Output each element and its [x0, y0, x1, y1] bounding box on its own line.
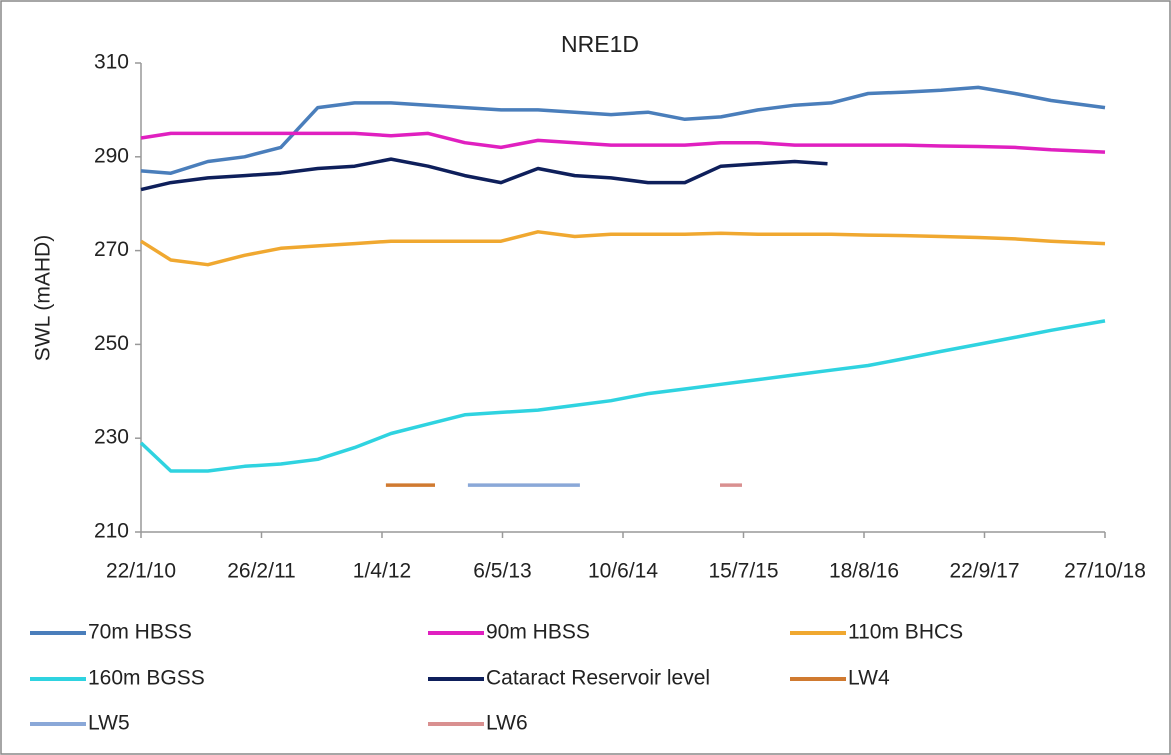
x-tick-label: 15/7/15 [708, 560, 778, 583]
chart-title: NRE1D [561, 31, 639, 57]
x-tick-label: 27/10/18 [1064, 560, 1146, 583]
y-tick-label: 270 [94, 238, 129, 261]
y-tick-label: 250 [94, 332, 129, 355]
legend-label: Cataract Reservoir level [486, 667, 710, 690]
legend-label: 70m HBSS [88, 621, 192, 644]
legend-label: 110m BHCS [848, 621, 963, 644]
legend-label: LW4 [848, 667, 890, 690]
y-axis-label: SWL (mAHD) [32, 235, 55, 361]
x-tick-label: 18/8/16 [829, 560, 899, 583]
y-tick-label: 230 [94, 426, 129, 449]
series-line [140, 157, 828, 192]
series-line [139, 319, 1106, 473]
y-tick-label: 290 [94, 144, 129, 167]
series-line [140, 230, 1106, 267]
legend-label: 90m HBSS [486, 621, 590, 644]
x-tick-label: 22/9/17 [949, 560, 1019, 583]
x-tick-label: 22/1/10 [106, 560, 176, 583]
x-tick-label: 10/6/14 [588, 560, 658, 583]
legend-label: LW6 [486, 712, 528, 735]
y-tick-label: 310 [94, 51, 129, 74]
x-tick-label: 26/2/11 [227, 560, 296, 583]
y-tick-label: 210 [94, 520, 129, 543]
legend-label: LW5 [88, 712, 130, 735]
x-tick-label: 1/4/12 [353, 560, 411, 583]
legend-label: 160m BGSS [88, 667, 205, 690]
x-tick-label: 6/5/13 [473, 560, 531, 583]
series-line [140, 131, 1106, 154]
